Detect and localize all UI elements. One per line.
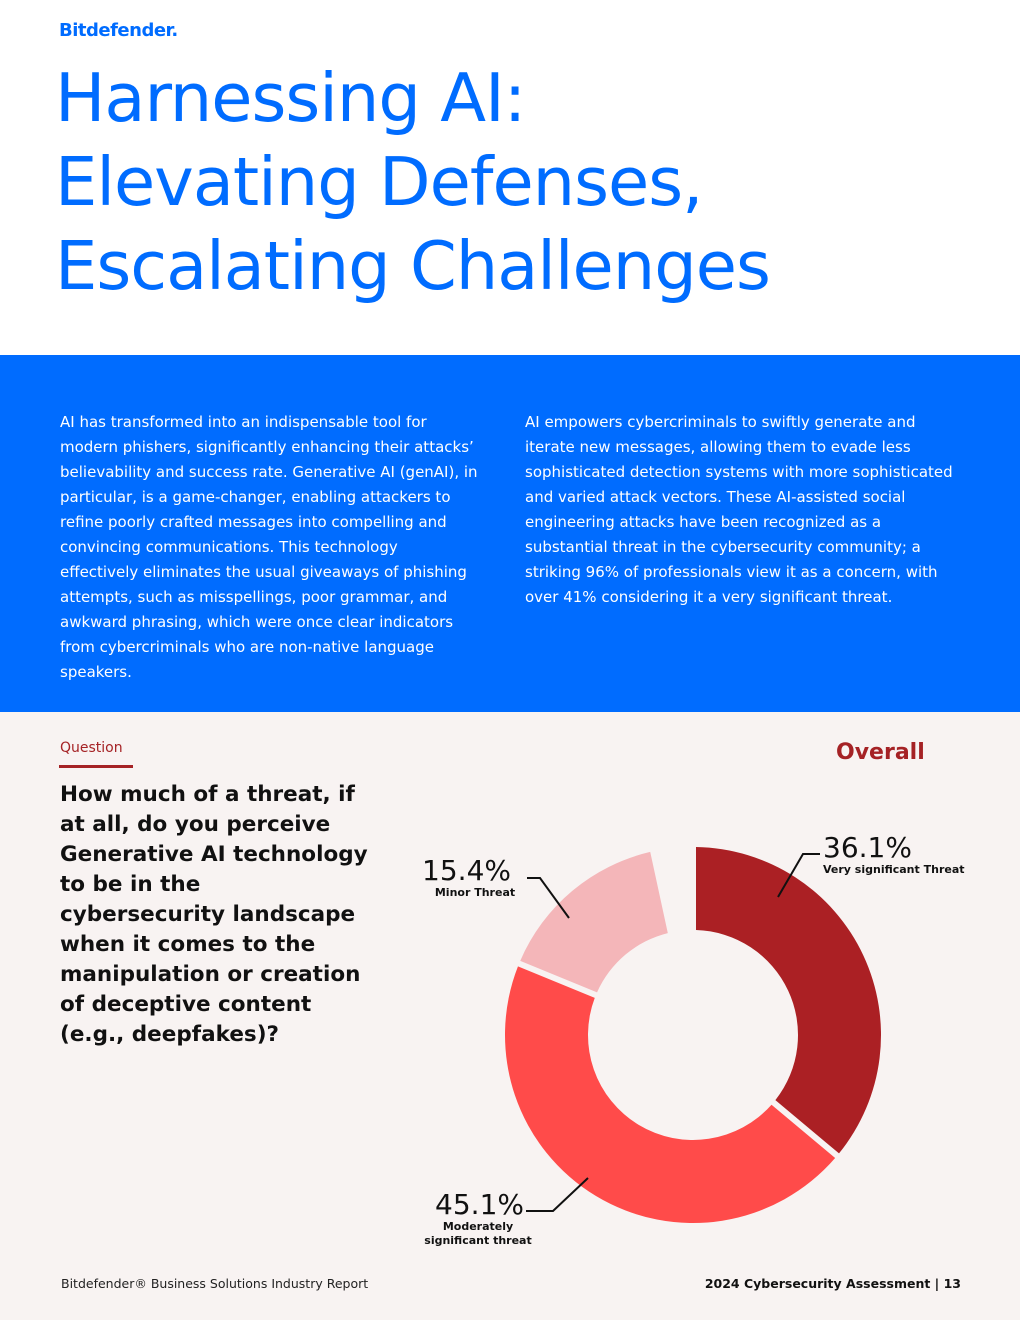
donut-slice-moderately-significant (505, 966, 836, 1223)
label-pct-very-significant: 36.1% (823, 831, 912, 864)
question-text: How much of a threat, if at all, do you … (60, 782, 368, 1047)
question-label: Question (60, 740, 123, 756)
label-cat-moderately-significant: Moderately (443, 1220, 513, 1233)
label-cat-very-significant: Very significant Threat (823, 863, 965, 876)
intro-right-paragraph: AI empowers cybercriminals to swiftly ge… (525, 413, 953, 606)
label-pct-moderately-significant: 45.1% (435, 1188, 524, 1221)
intro-band: AI has transformed into an indispensable… (0, 355, 1020, 712)
leader-line (777, 853, 820, 898)
label-pct-minor: 15.4% (422, 854, 511, 887)
footer-assessment-page: 2024 Cybersecurity Assessment | 13 (704, 1276, 961, 1291)
bitdefender-logo: Bitdefender. (59, 20, 178, 41)
title-line-1: Harnessing AI: (55, 59, 526, 137)
footer-report-name: Bitdefender® Business Solutions Industry… (61, 1276, 369, 1291)
survey-section: Question How much of a threat, if at all… (0, 712, 1020, 1320)
label-cat-moderately-significant: significant threat (424, 1234, 531, 1247)
donut-chart: 36.1%Very significant Threat 45.1%Moderat… (422, 831, 965, 1247)
overall-label: Overall (836, 740, 925, 765)
donut-slice-minor (520, 851, 668, 993)
question-label-underline (59, 765, 133, 768)
title-line-3: Escalating Challenges (55, 227, 771, 305)
donut-slice-very-significant (695, 847, 881, 1154)
page-title: Harnessing AI: Elevating Defenses, Escal… (55, 56, 975, 308)
label-cat-minor: Minor Threat (435, 886, 515, 899)
leader-line (527, 877, 570, 919)
title-line-2: Elevating Defenses, (55, 143, 703, 221)
intro-left-paragraph: AI has transformed into an indispensable… (60, 413, 478, 681)
leader-line (526, 1177, 589, 1212)
